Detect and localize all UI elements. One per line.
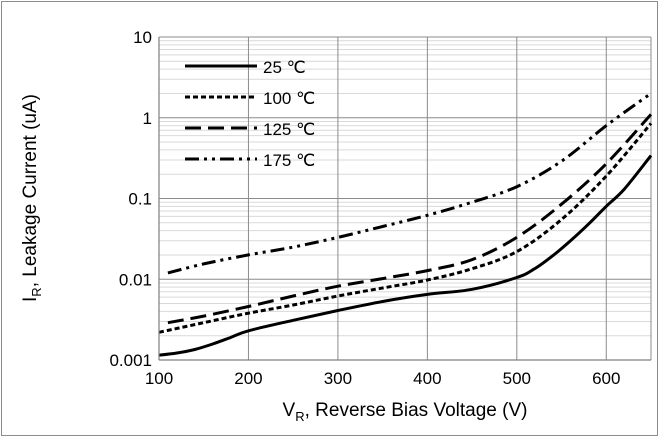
x-axis-title: VR, Reverse Bias Voltage (V) (283, 400, 528, 424)
x-tick-label: 400 (413, 369, 441, 388)
legend: 25 ℃ 100 ℃ 125 ℃ 175 ℃ (185, 58, 315, 170)
y-tick-label: 0.001 (109, 351, 152, 370)
y-tick-label: 1 (143, 109, 152, 128)
legend-label-4: 175 ℃ (263, 151, 315, 170)
x-axis-title-main: V (283, 400, 296, 421)
axes (158, 37, 651, 361)
series-line-3 (167, 113, 653, 325)
x-tick-label: 300 (324, 369, 352, 388)
y-axis-title-subscript: R (29, 287, 44, 296)
series-line-1 (158, 154, 653, 357)
x-tick-label: 100 (145, 369, 173, 388)
x-tick-label: 500 (503, 369, 531, 388)
series-line-2 (158, 122, 653, 334)
x-axis-title-subscript: R (295, 409, 304, 424)
legend-label-3: 125 ℃ (263, 120, 315, 139)
x-axis-title-rest: , Reverse Bias Voltage (V) (305, 400, 528, 421)
series-layer (158, 92, 653, 357)
y-tick-label: 0.1 (128, 190, 152, 209)
x-tick-label: 600 (592, 369, 620, 388)
y-tick-label: 10 (133, 28, 152, 47)
y-tick-label: 0.01 (119, 270, 152, 289)
x-tick-label: 200 (234, 369, 262, 388)
y-axis-title-rest: , Leakage Current (uA) (20, 94, 41, 287)
legend-label-2: 100 ℃ (263, 89, 315, 108)
series-line-4 (167, 92, 652, 275)
legend-label-1: 25 ℃ (263, 58, 306, 77)
tick-labels: 100 200 300 400 500 600 0.001 0.01 0.1 1 10 (109, 28, 620, 388)
y-axis-title: IR, Leakage Current (uA) (20, 94, 44, 302)
y-axis-title-main: I (20, 297, 41, 302)
